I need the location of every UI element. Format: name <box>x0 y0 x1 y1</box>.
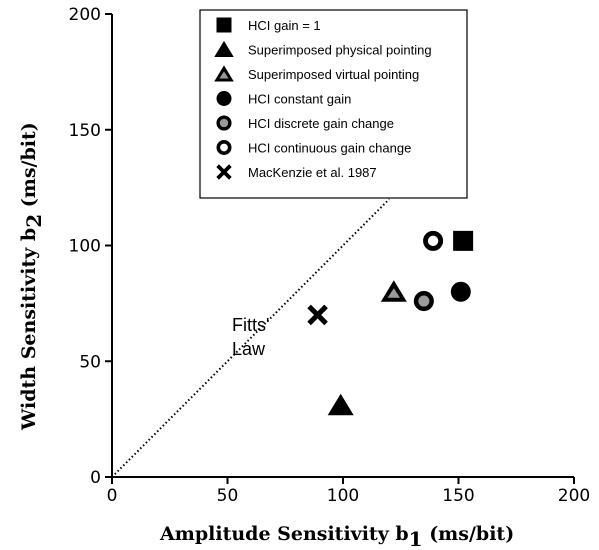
y-tick-label: 150 <box>69 121 101 141</box>
x-axis-title: Amplitude Sensitivity b1 (ms/bit) <box>159 523 514 550</box>
legend-label: MacKenzie et al. 1987 <box>248 165 377 180</box>
y-tick-label: 200 <box>69 5 101 25</box>
filled-square-marker <box>453 230 474 251</box>
legend-label: HCI continuous gain change <box>248 141 411 156</box>
y-axis-title: Width Sensitivity b2 (ms/bit) <box>18 122 46 431</box>
x-ticks: 0 50 100 150 200 <box>107 477 590 506</box>
x-tick-label: 0 <box>107 486 118 506</box>
legend-box <box>199 9 468 199</box>
x-tick-label: 200 <box>558 486 590 506</box>
shaded-circle-marker <box>413 291 434 312</box>
y-tick-label: 100 <box>69 237 101 257</box>
shaded-triangle-inner <box>219 71 229 79</box>
filled-circle-marker <box>216 91 232 106</box>
x-tick-label: 50 <box>217 486 239 506</box>
legend-label: HCI gain = 1 <box>248 18 321 33</box>
x-tick-label: 150 <box>442 486 474 506</box>
filled-triangle-marker <box>214 40 234 57</box>
filled-square-marker <box>216 17 232 33</box>
shaded-triangle-inner <box>387 288 401 298</box>
data-points <box>307 230 474 416</box>
filled-circle-marker <box>450 281 471 302</box>
y-tick-label: 0 <box>90 468 101 488</box>
legend-label: Superimposed virtual pointing <box>248 67 419 82</box>
filled-triangle-marker <box>327 393 354 416</box>
x-tick-label: 100 <box>327 486 359 506</box>
x-cross-marker <box>307 304 328 326</box>
x-cross-marker <box>216 164 232 180</box>
legend-label: HCI discrete gain change <box>248 116 394 131</box>
open-circle-marker <box>216 140 232 156</box>
fitts-law-label-line2: Law <box>232 339 266 359</box>
shaded-circle-marker <box>216 115 232 131</box>
legend-label: Superimposed physical pointing <box>248 43 432 58</box>
open-circle-marker <box>423 230 444 251</box>
y-ticks: 0 50 100 150 200 <box>69 5 112 488</box>
fitts-law-line <box>111 198 390 478</box>
y-tick-label: 50 <box>79 352 101 372</box>
legend-label: HCI constant gain <box>248 92 351 107</box>
legend: HCI gain = 1 Superimposed physical pointi… <box>199 9 468 199</box>
fitts-law-label-line1: Fitts' <box>232 315 269 335</box>
